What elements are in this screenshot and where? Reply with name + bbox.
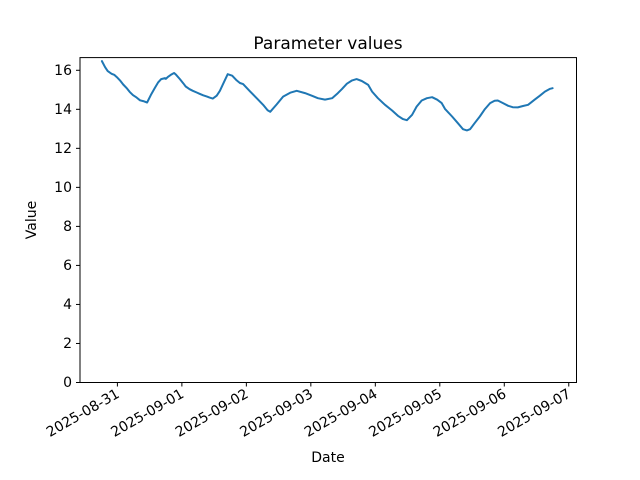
x-tick-label: 2025-09-07 <box>495 386 573 441</box>
y-tick-label: 4 <box>63 297 72 313</box>
axes-spines <box>79 57 577 383</box>
series-line <box>100 60 554 132</box>
y-tick-label: 10 <box>54 180 72 196</box>
y-axis-label: Value <box>24 201 40 239</box>
y-tick-label: 12 <box>54 141 72 157</box>
y-tick-label: 2 <box>63 336 72 352</box>
chart-title: Parameter values <box>253 34 402 54</box>
y-tick-label: 14 <box>54 102 72 118</box>
y-tick-label: 16 <box>54 63 72 79</box>
y-tick-label: 0 <box>63 375 72 391</box>
plot-area: 02468101214162025-08-312025-09-012025-09… <box>44 57 577 441</box>
y-tick-label: 8 <box>63 219 72 235</box>
y-tick-label: 6 <box>63 258 72 274</box>
x-axis-label: Date <box>311 450 344 466</box>
